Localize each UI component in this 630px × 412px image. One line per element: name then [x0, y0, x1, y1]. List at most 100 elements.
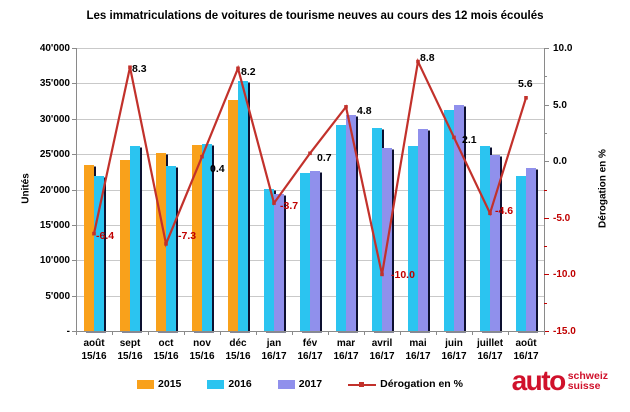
y-right-tick [544, 161, 549, 163]
x-category-label: juillet 16/17 [468, 337, 512, 363]
y-left-tick [72, 154, 76, 156]
derogation-value-label: -10.0 [391, 269, 415, 282]
logo-subtitle-line1: schweiz [567, 370, 608, 382]
x-category-label: fév 16/17 [288, 337, 332, 363]
derogation-line-marker [128, 65, 132, 70]
y-right-minor-tick [544, 132, 547, 134]
legend-swatch-icon [277, 379, 295, 389]
derogation-line-marker [380, 272, 384, 277]
derogation-line-marker [200, 154, 204, 159]
bar-2016 [202, 144, 212, 331]
bar-2016 [264, 188, 274, 331]
y-left-tick-label: - [66, 326, 70, 337]
bar-2016 [336, 125, 346, 331]
plot-gridline [76, 83, 544, 85]
x-axis-tick [112, 331, 113, 335]
derogation-line-marker [236, 66, 240, 71]
legend-line-icon [348, 380, 377, 389]
y-right-tick-label: -15.0 [553, 326, 576, 337]
derogation-line-marker [488, 211, 492, 216]
y-right-tick [544, 217, 549, 219]
y-left-tick [72, 295, 76, 297]
bar-2016 [408, 145, 418, 331]
x-category-label-line: 15/16 [81, 351, 107, 362]
bar-2016 [372, 127, 382, 331]
logo-subtitle-line2: suisse [567, 379, 601, 392]
x-category-label: déc 15/16 [216, 337, 260, 363]
bar-2016 [130, 146, 140, 331]
legend-label: 2015 [158, 378, 182, 390]
x-category-label-line: 16/17 [369, 351, 395, 362]
bar-2016 [166, 166, 176, 331]
derogation-value-label: 8.8 [420, 51, 435, 64]
y-left-tick [72, 331, 76, 332]
y-left-tick [72, 83, 76, 85]
x-category-label-line: 16/17 [333, 351, 359, 362]
legend-swatch-icon [207, 379, 225, 389]
y-left-tick-label: 40'000 [39, 43, 70, 54]
derogation-value-label: -6.4 [96, 229, 115, 242]
x-category-label: mar 16/17 [324, 337, 368, 363]
x-category-label-line: avril [371, 338, 393, 349]
legend-item-2017: 2017 [277, 378, 323, 390]
legend-line-marker [359, 382, 365, 387]
x-category-label-line: 16/17 [513, 351, 539, 362]
legend-swatch-icon [137, 379, 155, 389]
derogation-value-label: -4.6 [495, 205, 514, 218]
y-right-tick [544, 274, 549, 276]
x-axis-tick [364, 331, 365, 335]
legend-label: Dérogation en % [380, 378, 463, 390]
x-axis-tick [292, 331, 293, 335]
x-category-label-line: 15/16 [153, 351, 179, 362]
x-axis-tick [256, 331, 257, 335]
derogation-line-marker [524, 96, 528, 100]
x-category-label-line: 15/16 [225, 351, 251, 362]
x-axis-tick [436, 331, 437, 335]
y-right-minor-tick [544, 189, 547, 191]
x-category-label: mai 16/17 [396, 337, 440, 363]
plot-gridline [76, 48, 544, 49]
bar-2016 [238, 80, 248, 331]
x-category-label: août 16/17 [504, 337, 548, 363]
chart-title: Les immatriculations de voitures de tour… [86, 10, 544, 22]
x-axis-tick [400, 331, 401, 335]
derogation-line [92, 57, 528, 275]
derogation-line-marker [344, 105, 348, 109]
bar-2017 [490, 154, 500, 331]
x-category-label-line: jan [266, 338, 282, 349]
logo-wordmark: auto [511, 365, 567, 396]
derogation-value-label: 2.1 [462, 134, 477, 147]
x-axis-tick [184, 331, 185, 335]
y-right-minor-tick [544, 76, 547, 78]
auto-schweiz-logo: auto schweiz suisse [511, 365, 608, 396]
bar-2016 [444, 110, 454, 331]
x-category-label-line: mai [409, 338, 427, 349]
legend-label: 2017 [298, 378, 323, 390]
x-category-label-line: 16/17 [441, 351, 467, 362]
x-category-label: avril 16/17 [360, 337, 404, 363]
x-category-label: août 15/16 [72, 337, 116, 363]
logo-subtitle: schweiz suisse [568, 368, 608, 391]
derogation-value-label: 5.6 [518, 77, 533, 90]
x-category-label-line: 16/17 [477, 351, 503, 362]
legend-item-2015: 2015 [137, 378, 181, 390]
x-category-label-line: oct [158, 338, 174, 349]
legend-item-2016: 2016 [207, 378, 252, 390]
y-right-tick-label: 0.0 [553, 156, 567, 168]
bar-2015 [192, 144, 202, 331]
derogation-value-label: -7.3 [178, 229, 197, 242]
y-axis-right-title: Dérogation en % [597, 149, 609, 228]
derogation-line-marker [92, 231, 96, 236]
x-category-label: jan 16/17 [252, 337, 296, 363]
x-category-label-line: août [515, 338, 537, 349]
bar-2016 [516, 176, 526, 331]
y-left-tick [72, 118, 76, 120]
y-right-minor-tick [544, 302, 547, 304]
x-category-label: sept 15/16 [108, 337, 152, 363]
x-category-label-line: 15/16 [117, 351, 143, 362]
x-category-label: nov 15/16 [180, 337, 224, 363]
derogation-value-label: 0.4 [210, 162, 225, 175]
y-right-tick [544, 331, 549, 332]
y-left-tick-label: 15'000 [39, 219, 70, 231]
